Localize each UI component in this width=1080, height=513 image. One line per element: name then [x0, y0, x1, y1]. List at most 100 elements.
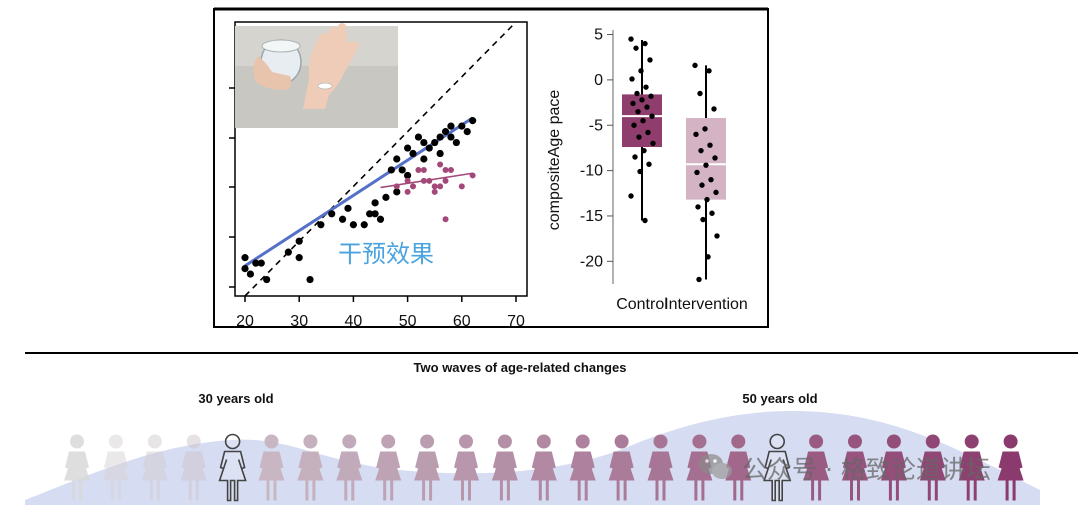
purple-point — [404, 188, 411, 195]
x-tick-label: 50 — [399, 313, 417, 330]
black-point — [393, 155, 401, 163]
box-point — [635, 108, 641, 115]
box-point — [647, 57, 653, 63]
box-point — [628, 193, 634, 199]
box-point — [638, 68, 644, 74]
black-point — [414, 133, 423, 141]
box-point — [648, 93, 654, 99]
box-point — [692, 62, 698, 69]
purple-point — [420, 177, 427, 184]
pill — [317, 82, 333, 90]
box-point — [707, 142, 713, 148]
black-point — [436, 133, 444, 141]
box-point — [628, 36, 634, 42]
left-hand — [253, 56, 292, 90]
x-tick-label: 40 — [345, 313, 363, 330]
black-point — [420, 155, 428, 163]
black-point — [404, 171, 412, 180]
box-point — [634, 90, 640, 97]
y-tick-label: -10 — [580, 163, 603, 180]
x-tick-label: 70 — [507, 313, 525, 330]
box-point — [699, 182, 705, 188]
black-point — [246, 270, 255, 278]
purple-point — [410, 183, 417, 190]
purple-point — [420, 166, 427, 173]
black-point — [382, 193, 390, 201]
x-tick-label: 60 — [453, 313, 471, 330]
black-point — [376, 215, 385, 223]
box-point — [641, 147, 647, 154]
box-point — [639, 97, 645, 103]
label-30-years-old: 30 years old — [198, 391, 273, 406]
box-point — [644, 104, 650, 110]
black-point — [387, 166, 395, 174]
purple-point — [469, 172, 476, 179]
box-point — [632, 154, 638, 160]
purple-point — [458, 183, 465, 190]
scatter-points — [241, 117, 477, 284]
box-point — [640, 118, 646, 124]
box-point — [695, 204, 701, 210]
boxplot-y-ticks: 5 0 -5 -10 -15 -20 — [580, 27, 613, 270]
box-point — [705, 254, 711, 260]
black-point — [393, 188, 401, 196]
y-tick-label: 5 — [594, 27, 603, 44]
boxplot-points — [628, 36, 720, 283]
box-point — [706, 68, 712, 74]
box-point — [713, 189, 719, 196]
box-point — [646, 161, 652, 167]
black-point — [317, 221, 325, 229]
black-point — [284, 248, 292, 256]
box-point — [636, 134, 642, 140]
black-point — [398, 166, 406, 174]
identity-line — [244, 21, 517, 297]
black-point — [404, 144, 412, 152]
boxplot-y-axis-label: compositeAge pace — [546, 90, 563, 231]
box-point — [700, 216, 706, 223]
box-point — [650, 140, 656, 147]
box-point — [645, 129, 651, 136]
box-point — [704, 196, 710, 203]
waves-title: Two waves of age-related changes — [414, 360, 627, 375]
category-label: Control — [616, 296, 668, 313]
scatter-x-ticks: 20 30 40 50 60 70 — [236, 296, 525, 330]
box-point — [629, 76, 635, 82]
open-palm-hand — [303, 23, 359, 110]
category-label: Intervention — [664, 296, 748, 313]
purple-point — [415, 166, 422, 173]
box-point — [698, 147, 704, 154]
scatter-panel: 20 30 40 50 60 70 干预效果 — [229, 21, 528, 330]
black-point — [349, 221, 357, 229]
y-tick-label: -5 — [589, 117, 603, 134]
purple-point — [437, 183, 444, 190]
black-point — [344, 204, 352, 212]
box-point — [642, 217, 648, 224]
purple-point — [442, 216, 449, 223]
box-point — [714, 233, 720, 239]
black-point — [409, 149, 417, 158]
black-point — [447, 133, 455, 141]
box-point — [631, 122, 637, 128]
black-point — [295, 237, 303, 245]
box-point — [711, 106, 717, 112]
purple-point — [447, 166, 454, 173]
box-point — [696, 276, 702, 283]
label-50-years-old: 50 years old — [742, 391, 817, 406]
black-point — [441, 128, 450, 136]
black-point — [360, 221, 368, 229]
black-point — [366, 210, 374, 218]
wechat-icon — [699, 454, 732, 479]
watermark-text: 公众号 · 格致论道讲坛 — [742, 455, 991, 484]
black-point — [371, 199, 379, 207]
black-point — [257, 259, 265, 267]
scatter-y-ticks — [229, 87, 235, 288]
box-point — [642, 40, 648, 47]
x-tick-label: 30 — [290, 313, 308, 330]
box-point — [630, 100, 636, 107]
box-point — [702, 126, 708, 132]
box-point — [637, 168, 643, 175]
inset-photo — [235, 23, 398, 128]
box-point — [712, 155, 718, 161]
black-point — [469, 117, 477, 125]
y-tick-label: 0 — [594, 72, 603, 89]
